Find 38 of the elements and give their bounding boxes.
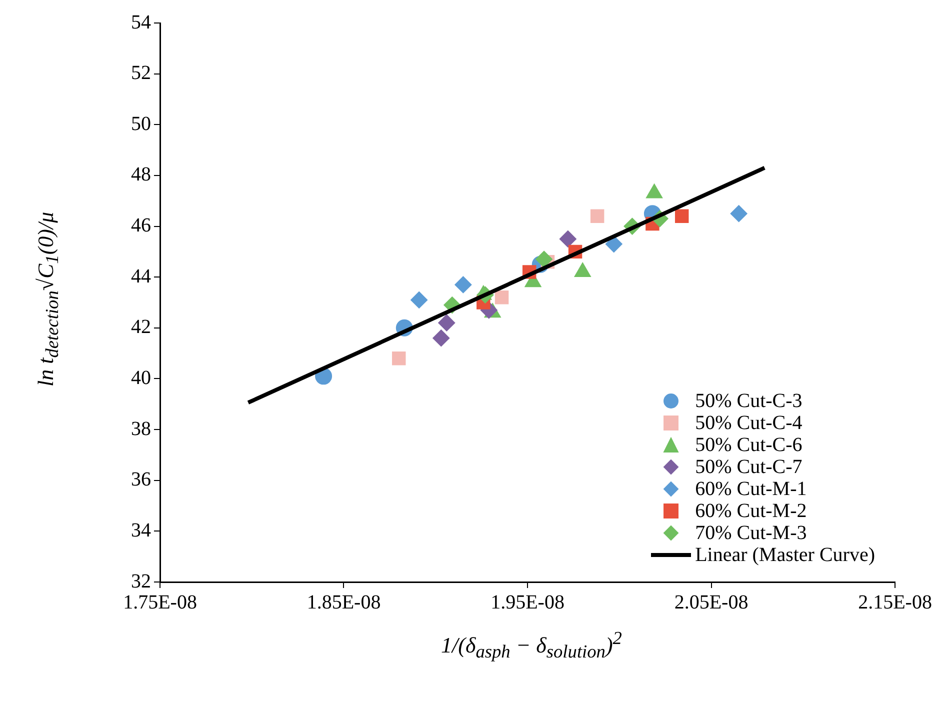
point	[432, 330, 450, 347]
point	[674, 209, 689, 223]
point	[536, 250, 553, 268]
y-tick-label: 36	[131, 468, 151, 491]
legend-label: 70% Cut-M-3	[695, 522, 807, 544]
point	[590, 209, 604, 223]
x-tick-label: 2.05E-08	[674, 591, 748, 614]
legend-label: 60% Cut-M-1	[695, 478, 807, 500]
x-tick-label: 1.95E-08	[490, 591, 564, 614]
y-tick-label: 52	[131, 62, 151, 84]
y-tick-label: 46	[131, 214, 151, 237]
y-tick-label: 32	[131, 570, 151, 592]
point	[454, 276, 472, 294]
point	[605, 236, 622, 253]
point	[392, 352, 406, 366]
legend-label: 60% Cut-M-2	[695, 500, 807, 522]
y-tick-label: 44	[131, 265, 151, 288]
y-tick-label: 48	[131, 164, 151, 186]
x-tick-label: 1.75E-08	[123, 591, 197, 614]
point	[730, 205, 748, 222]
point	[559, 230, 576, 248]
legend-label: Linear (Master Curve)	[695, 544, 875, 566]
y-tick-label: 50	[131, 112, 151, 135]
x-tick-label: 1.85E-08	[306, 591, 381, 614]
x-axis-title: 1/(δ$_{asph}$ − δ$_{solution}$)$^{2}$	[440, 628, 623, 663]
legend-label: 50% Cut-C-3	[695, 390, 802, 412]
y-tick-label: 42	[131, 316, 151, 338]
point	[438, 314, 456, 332]
point	[410, 291, 428, 308]
y-tick-label: 40	[131, 366, 151, 389]
y-tick-label: 54	[131, 11, 151, 34]
y-tick-label: 38	[131, 418, 151, 440]
legend-label: 50% Cut-C-7	[695, 456, 802, 478]
point	[494, 290, 509, 304]
legend-label: 50% Cut-C-4	[695, 412, 802, 434]
y-tick-label: 34	[131, 519, 151, 542]
legend-label: 50% Cut-C-6	[695, 434, 802, 456]
x-tick-label: 2.15E-08	[858, 591, 932, 614]
